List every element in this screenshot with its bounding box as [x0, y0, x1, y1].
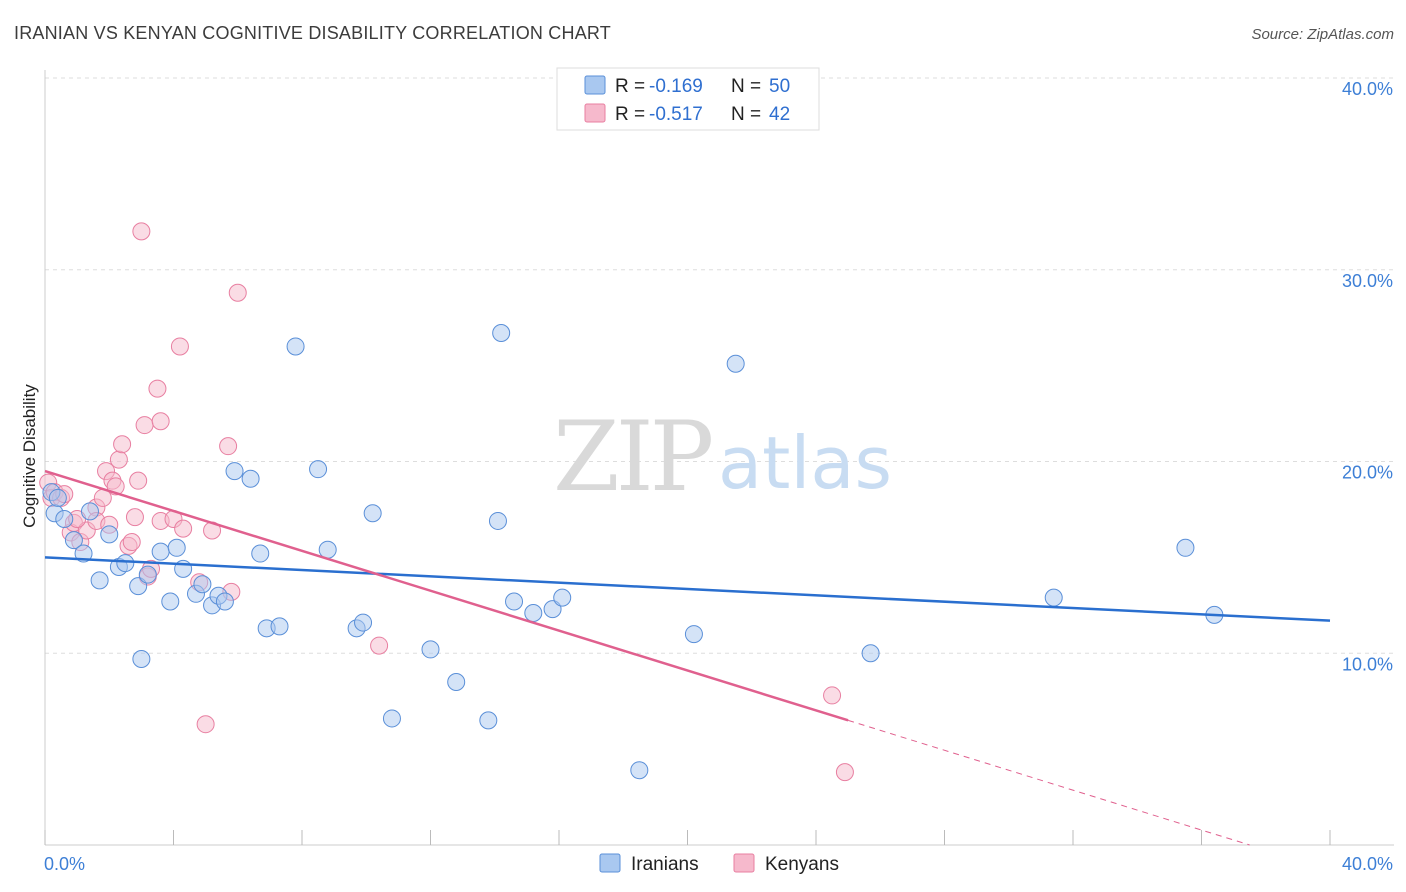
kenyans-point [122, 533, 141, 552]
iranians-point [488, 511, 507, 530]
kenyans-point [196, 715, 215, 734]
kenyans-point [132, 222, 151, 241]
iranians-point [151, 542, 170, 561]
kenyans-point [219, 437, 238, 456]
iranians-point [553, 588, 572, 607]
iranians-point [543, 600, 562, 619]
y-tick-label: 30.0% [1342, 271, 1393, 291]
series-legend-swatch-kenyans [733, 853, 755, 873]
y-tick-label: 20.0% [1342, 463, 1393, 483]
legend-swatch-iranians [584, 75, 606, 95]
iranians-point [1044, 588, 1063, 607]
y-axis-label: Cognitive Disability [20, 384, 39, 528]
iranians-point [241, 469, 260, 488]
legend-swatch-kenyans [584, 103, 606, 123]
iranians-point [80, 502, 99, 521]
iranians-point [726, 354, 745, 373]
iranians-point [167, 538, 186, 557]
watermark-zip: ZIP [553, 401, 712, 513]
iranians-points [42, 324, 1224, 780]
iranians-point [492, 324, 511, 343]
iranians-point [225, 462, 244, 481]
kenyans-trend-line [44, 469, 849, 722]
legend-n-value-iranians: 50 [769, 76, 790, 97]
legend-r-label-kenyans: R = [615, 104, 645, 125]
series-legend-label-iranians: Iranians [631, 854, 699, 875]
kenyans-point [170, 337, 189, 356]
iranians-point [138, 565, 157, 584]
chart-source: Source: ZipAtlas.com [1251, 26, 1394, 43]
x-tick-marks [44, 830, 1331, 845]
iranians-point [505, 592, 524, 611]
iranians-point [421, 640, 440, 659]
stats-legend: R = -0.169 N = 50 R = -0.517 N = 42 [556, 67, 820, 131]
y-tick-label: 10.0% [1342, 654, 1393, 674]
x-tick-label-min: 0.0% [44, 854, 85, 874]
iranians-point [318, 540, 337, 559]
watermark-atlas: atlas [718, 421, 892, 505]
iranians-point [382, 709, 401, 728]
kenyans-point [370, 636, 389, 655]
iranians-point [447, 673, 466, 692]
iranians-point [55, 510, 74, 529]
kenyans-point [129, 471, 148, 490]
kenyans-point [113, 435, 132, 454]
legend-r-value-kenyans: -0.517 [649, 104, 703, 125]
iranians-point [524, 603, 543, 622]
iranians-point [684, 625, 703, 644]
trend-lines [44, 469, 1331, 846]
iranians-point [861, 644, 880, 663]
kenyans-trend-extension [847, 719, 1250, 846]
series-legend: Iranians Kenyans [599, 853, 839, 875]
watermark: ZIP atlas [553, 401, 892, 513]
legend-n-label-iranians: N = [731, 76, 761, 97]
legend-n-label-kenyans: N = [731, 104, 761, 125]
kenyans-point [109, 450, 128, 469]
iranians-point [193, 575, 212, 594]
iranians-point [90, 571, 109, 590]
iranians-point [479, 711, 498, 730]
x-tick-label-max: 40.0% [1342, 854, 1393, 874]
kenyans-point [135, 416, 154, 435]
series-legend-swatch-iranians [599, 853, 621, 873]
iranians-point [48, 488, 67, 507]
y-tick-labels: 10.0% 20.0% 30.0% 40.0% [1342, 79, 1393, 674]
chart-title: IRANIAN VS KENYAN COGNITIVE DISABILITY C… [14, 23, 611, 43]
iranians-point [74, 544, 93, 563]
kenyans-point [835, 763, 854, 782]
iranians-point [309, 460, 328, 479]
iranians-point [132, 650, 151, 669]
iranians-point [64, 531, 83, 550]
iranians-point [161, 592, 180, 611]
iranians-point [630, 761, 649, 780]
iranians-point [286, 337, 305, 356]
iranians-point [251, 544, 270, 563]
kenyans-point [228, 283, 247, 302]
legend-r-value-iranians: -0.169 [649, 76, 703, 97]
kenyans-point [148, 379, 167, 398]
iranians-trend-line [44, 556, 1331, 622]
kenyans-point [174, 519, 193, 538]
iranians-point [270, 617, 289, 636]
legend-n-value-kenyans: 42 [769, 104, 790, 125]
iranians-point [215, 592, 234, 611]
iranians-point [354, 613, 373, 632]
iranians-point [129, 577, 148, 596]
y-tick-label: 40.0% [1342, 79, 1393, 99]
legend-r-label-iranians: R = [615, 76, 645, 97]
kenyans-point [151, 412, 170, 431]
iranians-point [100, 525, 119, 544]
series-legend-label-kenyans: Kenyans [765, 854, 839, 875]
kenyans-point [823, 686, 842, 705]
iranians-point [1176, 538, 1195, 557]
iranians-point [363, 504, 382, 523]
kenyans-point [125, 508, 144, 527]
iranians-point [116, 554, 135, 573]
